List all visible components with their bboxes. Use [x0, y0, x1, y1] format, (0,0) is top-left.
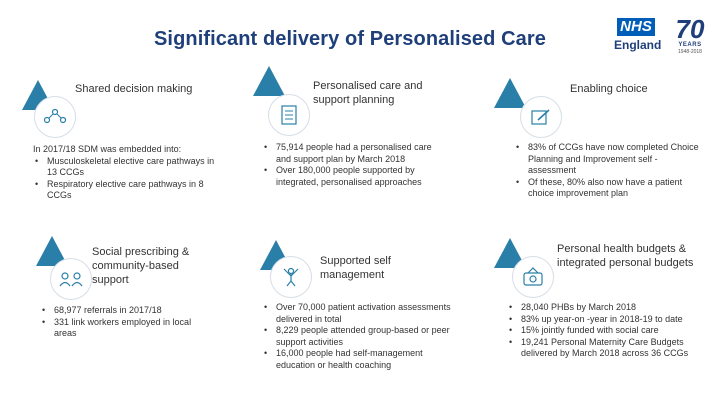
- list-item: 28,040 PHBs by March 2018: [509, 302, 702, 314]
- bullet-list: 68,977 referrals in 2017/18 331 link wor…: [40, 305, 215, 340]
- list-item: 16,000 people had self-management educat…: [264, 348, 452, 371]
- checklist-icon: [268, 94, 310, 136]
- list-item: 8,229 people attended group-based or pee…: [264, 325, 452, 348]
- list-item: 83% of CCGs have now completed Choice Pl…: [516, 142, 704, 177]
- page-title: Significant delivery of Personalised Car…: [153, 28, 546, 50]
- nhs-logo-mark: NHS: [617, 18, 655, 36]
- anniversary-badge: 70 YEARS 1948-2018: [668, 16, 712, 55]
- section-heading: Social prescribing & community-based sup…: [92, 246, 190, 286]
- list-item: Of these, 80% also now have a patient ch…: [516, 177, 704, 200]
- list-item: Respiratory elective care pathways in 8 …: [35, 179, 223, 202]
- section-triangle: [494, 78, 526, 108]
- bullet-list: 83% of CCGs have now completed Choice Pl…: [514, 142, 704, 200]
- budget-icon: [512, 256, 554, 298]
- person-raised-arms-icon: [270, 256, 312, 298]
- list-item: 331 link workers employed in local areas: [42, 317, 215, 340]
- section-body: 68,977 referrals in 2017/18 331 link wor…: [40, 305, 215, 340]
- anniversary-range: 1948-2018: [678, 49, 702, 55]
- section-heading: Supported self management: [320, 255, 391, 281]
- list-item: 75,914 people had a personalised care an…: [264, 142, 447, 165]
- nhs-region-label: England: [614, 38, 662, 52]
- section-body: 83% of CCGs have now completed Choice Pl…: [514, 142, 704, 200]
- section-intro: In 2017/18 SDM was embedded into:: [33, 144, 182, 154]
- section-body: In 2017/18 SDM was embedded into: Muscul…: [33, 144, 223, 202]
- section-heading: Shared decision making: [75, 83, 193, 95]
- section-body: 28,040 PHBs by March 2018 83% up year-on…: [507, 302, 702, 360]
- bullet-list: Musculoskeletal elective care pathways i…: [33, 156, 223, 202]
- list-item: 15% jointly funded with social care: [509, 325, 702, 337]
- section-heading: Enabling choice: [570, 83, 648, 95]
- list-item: 68,977 referrals in 2017/18: [42, 305, 215, 317]
- list-item: Musculoskeletal elective care pathways i…: [35, 156, 223, 179]
- list-item: 83% up year-on -year in 2018-19 to date: [509, 314, 702, 326]
- section-heading: Personalised care and support planning: [313, 80, 423, 106]
- bullet-list: Over 70,000 patient activation assessmen…: [262, 302, 452, 371]
- section-body: Over 70,000 patient activation assessmen…: [262, 302, 452, 371]
- section-heading: Personal health budgets & integrated per…: [557, 243, 694, 269]
- bullet-list: 75,914 people had a personalised care an…: [262, 142, 447, 188]
- section-triangle: [253, 66, 285, 96]
- section-body: 75,914 people had a personalised care an…: [262, 142, 447, 188]
- list-item: 19,241 Personal Maternity Care Budgets d…: [509, 337, 702, 360]
- people-network-icon: [34, 96, 76, 138]
- list-item: Over 180,000 people supported by integra…: [264, 165, 447, 188]
- anniversary-word: YEARS: [678, 42, 702, 48]
- anniversary-number: 70: [675, 14, 705, 44]
- list-item: Over 70,000 patient activation assessmen…: [264, 302, 452, 325]
- pen-document-icon: [520, 96, 562, 138]
- bullet-list: 28,040 PHBs by March 2018 83% up year-on…: [507, 302, 702, 360]
- community-icon: [50, 258, 92, 300]
